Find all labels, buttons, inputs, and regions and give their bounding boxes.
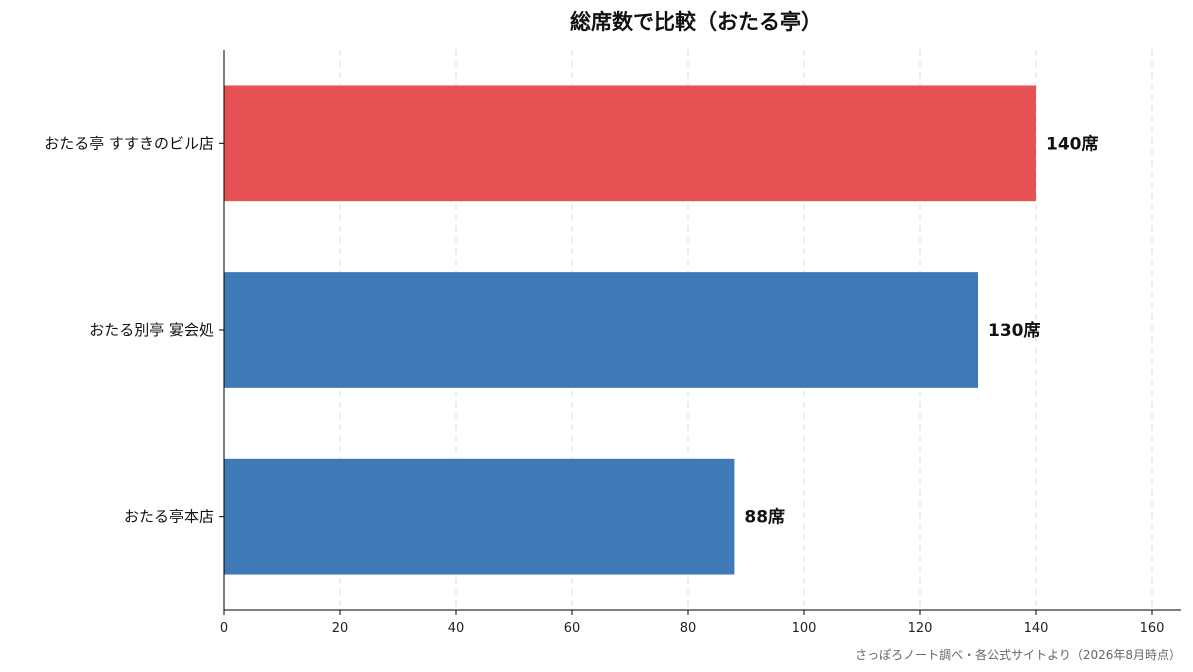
- x-tick-label: 100: [792, 621, 817, 636]
- data-label: 140席: [1046, 133, 1099, 154]
- x-tick-label: 40: [448, 621, 465, 636]
- bar: [224, 272, 978, 388]
- category-label: おたる別亭 宴会処: [89, 321, 214, 339]
- x-tick-label: 0: [220, 621, 228, 636]
- x-tick-label: 80: [680, 621, 697, 636]
- bar: [224, 458, 735, 575]
- x-tick-label: 140: [1024, 621, 1049, 636]
- data-label: 130席: [988, 320, 1041, 341]
- chart-title: 総席数で比較（おたる亭）: [570, 10, 822, 34]
- bar: [224, 85, 1036, 202]
- source-note: さっぽろノート調べ・各公式サイトより（2026年8月時点）: [855, 647, 1181, 662]
- x-tick-label: 60: [564, 621, 581, 636]
- data-labels: 140席 130席 88席: [744, 133, 1098, 527]
- bars-group: [224, 85, 1036, 575]
- x-axis-ticks: 0 20 40 60 80 100 120 140 160: [220, 610, 1165, 636]
- x-tick-label: 160: [1140, 621, 1165, 636]
- category-label: おたる亭本店: [124, 508, 214, 526]
- category-label: おたる亭 すすきのビル店: [44, 134, 214, 152]
- x-tick-label: 20: [332, 621, 349, 636]
- data-label: 88席: [744, 507, 785, 528]
- x-tick-label: 120: [908, 621, 933, 636]
